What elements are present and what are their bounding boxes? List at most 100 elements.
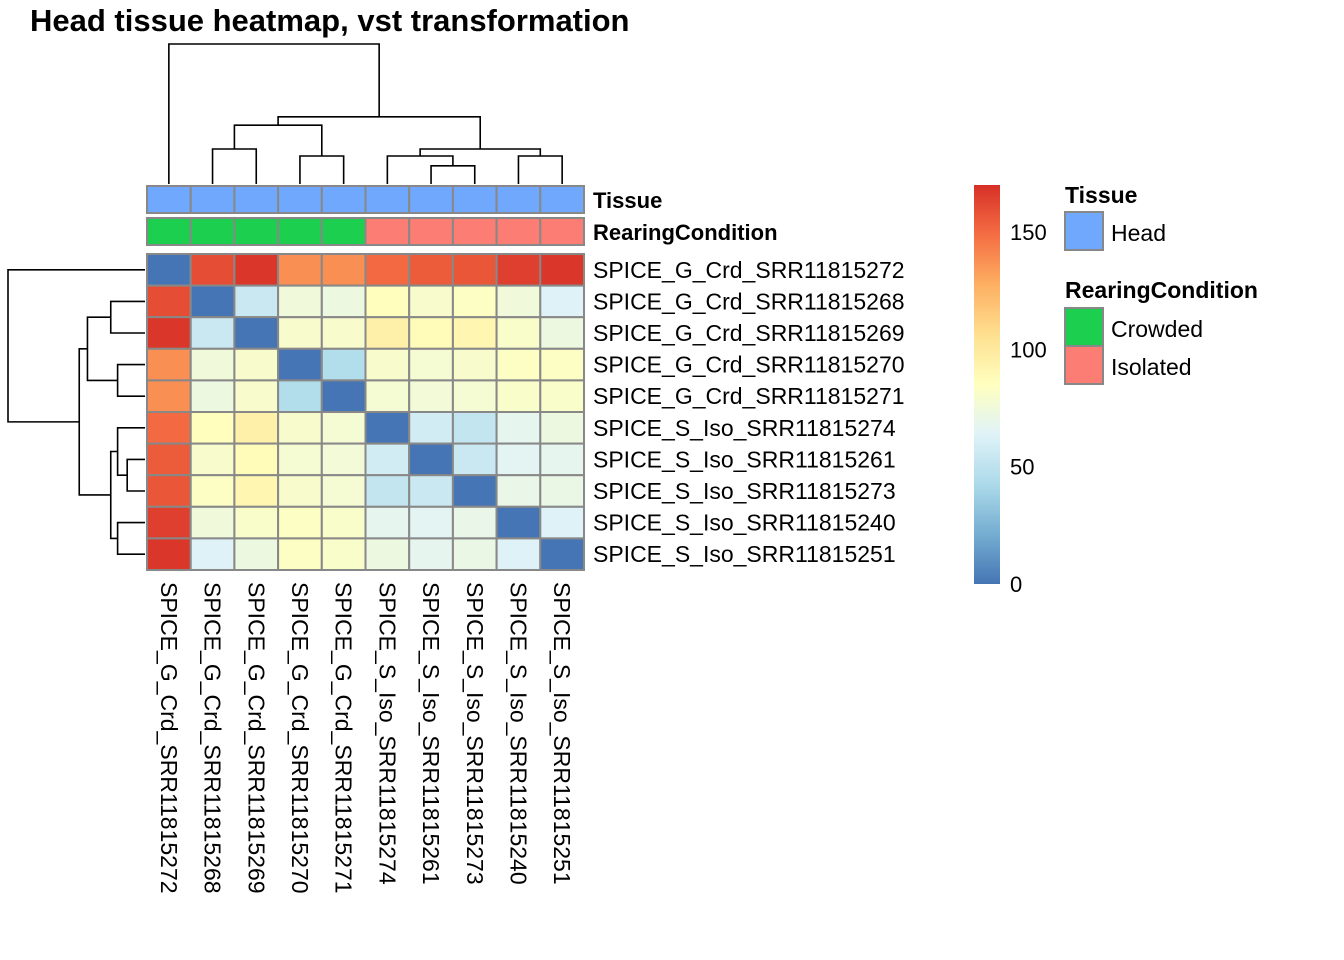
- annotation-tracks: Tissue RearingCondition: [146, 185, 778, 246]
- heatmap-cell: [146, 442, 192, 477]
- heatmap-cell: [146, 474, 192, 508]
- heatmap-cell: [146, 284, 192, 319]
- annotation-cell: [451, 185, 498, 214]
- heatmap-cell: [189, 316, 236, 350]
- heatmap-cell: [539, 347, 585, 382]
- annotation-cell: [146, 217, 192, 246]
- heatmap-cell: [495, 411, 542, 445]
- heatmap-cell: [408, 442, 454, 477]
- heatmap-cell: [189, 442, 236, 477]
- row-label: SPICE_S_Iso_SRR11815273: [593, 478, 896, 504]
- heatmap-cell: [320, 442, 367, 477]
- annotation-cell: [189, 217, 236, 246]
- heatmap-cell: [320, 537, 367, 572]
- heatmap-cell: [539, 505, 585, 540]
- heatmap-cell: [495, 505, 542, 540]
- annotation-cell: [277, 185, 323, 214]
- heatmap-cell: [320, 505, 367, 540]
- heatmap-cell: [277, 284, 323, 319]
- row-dendrogram: [7, 269, 145, 555]
- heatmap-cell: [451, 347, 498, 382]
- heatmap-cell: [451, 411, 498, 445]
- heatmap-cell: [408, 474, 454, 508]
- heatmap-cell: [408, 284, 454, 319]
- heatmap-cell: [495, 316, 542, 350]
- heatmap-cell: [495, 347, 542, 382]
- row-labels: SPICE_G_Crd_SRR11815272 SPICE_G_Crd_SRR11…: [593, 257, 905, 567]
- column-label: SPICE_S_Iso_SRR11815240: [505, 582, 531, 885]
- column-label: SPICE_G_Crd_SRR11815272: [156, 582, 182, 894]
- heatmap-cell: [539, 316, 585, 350]
- heatmap-cell: [408, 537, 454, 572]
- annotation-cell: [408, 185, 454, 214]
- heatmap-cell: [233, 316, 280, 350]
- column-label: SPICE_S_Iso_SRR11815251: [549, 582, 575, 885]
- heatmap-cell: [364, 505, 411, 540]
- annotation-cell: [495, 217, 542, 246]
- dendrogram-branch: [126, 458, 145, 492]
- heatmap-cell: [408, 316, 454, 350]
- heatmap-cell: [233, 347, 280, 382]
- heatmap-cell: [364, 284, 411, 319]
- heatmap-cell: [539, 474, 585, 508]
- heatmap-cell: [146, 316, 192, 350]
- heatmap-cell: [146, 505, 192, 540]
- heatmap-cell: [539, 537, 585, 572]
- heatmap-cell: [146, 537, 192, 572]
- heatmap-cell: [277, 537, 323, 572]
- heatmap-cell: [364, 442, 411, 477]
- heatmap-cell: [189, 253, 236, 287]
- heatmap-cell: [277, 474, 323, 508]
- legend-item-label: Head: [1111, 220, 1166, 246]
- heatmap-cell: [320, 347, 367, 382]
- annotation-cell: [233, 217, 280, 246]
- legend-title: Tissue: [1065, 182, 1137, 208]
- heatmap-cell: [277, 253, 323, 287]
- heatmap-cell: [539, 284, 585, 319]
- heatmap-cell: [495, 442, 542, 477]
- heatmap-cell: [146, 347, 192, 382]
- color-scale-bar: [974, 185, 1000, 584]
- heatmap-cell: [233, 442, 280, 477]
- dendrogram-branch: [277, 116, 482, 149]
- annotation-cell: [539, 217, 585, 246]
- annotation-cell: [495, 185, 542, 214]
- heatmap-cell: [364, 474, 411, 508]
- heatmap-cell: [539, 411, 585, 445]
- row-label: SPICE_S_Iso_SRR11815240: [593, 510, 896, 536]
- dendrogram-branch: [299, 155, 345, 184]
- heatmap-cell: [277, 316, 323, 350]
- dendrogram-branch: [517, 155, 563, 184]
- heatmap-cell: [495, 284, 542, 319]
- color-scale-tick: 100: [1010, 337, 1047, 362]
- heatmap-cell: [451, 505, 498, 540]
- heatmap-cell: [495, 537, 542, 572]
- color-scale-tick: 50: [1010, 455, 1034, 480]
- column-label: SPICE_G_Crd_SRR11815271: [331, 582, 357, 894]
- dendrogram-branch: [419, 148, 542, 156]
- dendrogram-branch: [116, 363, 145, 397]
- dendrogram-branch: [116, 521, 145, 555]
- heatmap-cell: [189, 505, 236, 540]
- annotation-cell: [408, 217, 454, 246]
- color-scale-tick: 150: [1010, 220, 1047, 245]
- heatmap-cell: [320, 316, 367, 350]
- heatmap-cell: [451, 379, 498, 413]
- dendrogram-branch: [116, 427, 145, 476]
- heatmap-cell: [320, 474, 367, 508]
- heatmap-cells: [146, 253, 585, 572]
- heatmap-cell: [451, 284, 498, 319]
- legend-title: RearingCondition: [1065, 277, 1258, 303]
- annotation-cell: [320, 217, 367, 246]
- dendrogram-branch: [430, 165, 476, 184]
- heatmap-cell: [495, 474, 542, 508]
- column-label: SPICE_S_Iso_SRR11815274: [374, 582, 400, 885]
- row-label: SPICE_S_Iso_SRR11815274: [593, 415, 896, 441]
- heatmap-cell: [364, 347, 411, 382]
- heatmap-cell: [408, 379, 454, 413]
- heatmap-cell: [189, 347, 236, 382]
- heatmap-cell: [189, 284, 236, 319]
- heatmap-cell: [233, 284, 280, 319]
- heatmap-cell: [364, 253, 411, 287]
